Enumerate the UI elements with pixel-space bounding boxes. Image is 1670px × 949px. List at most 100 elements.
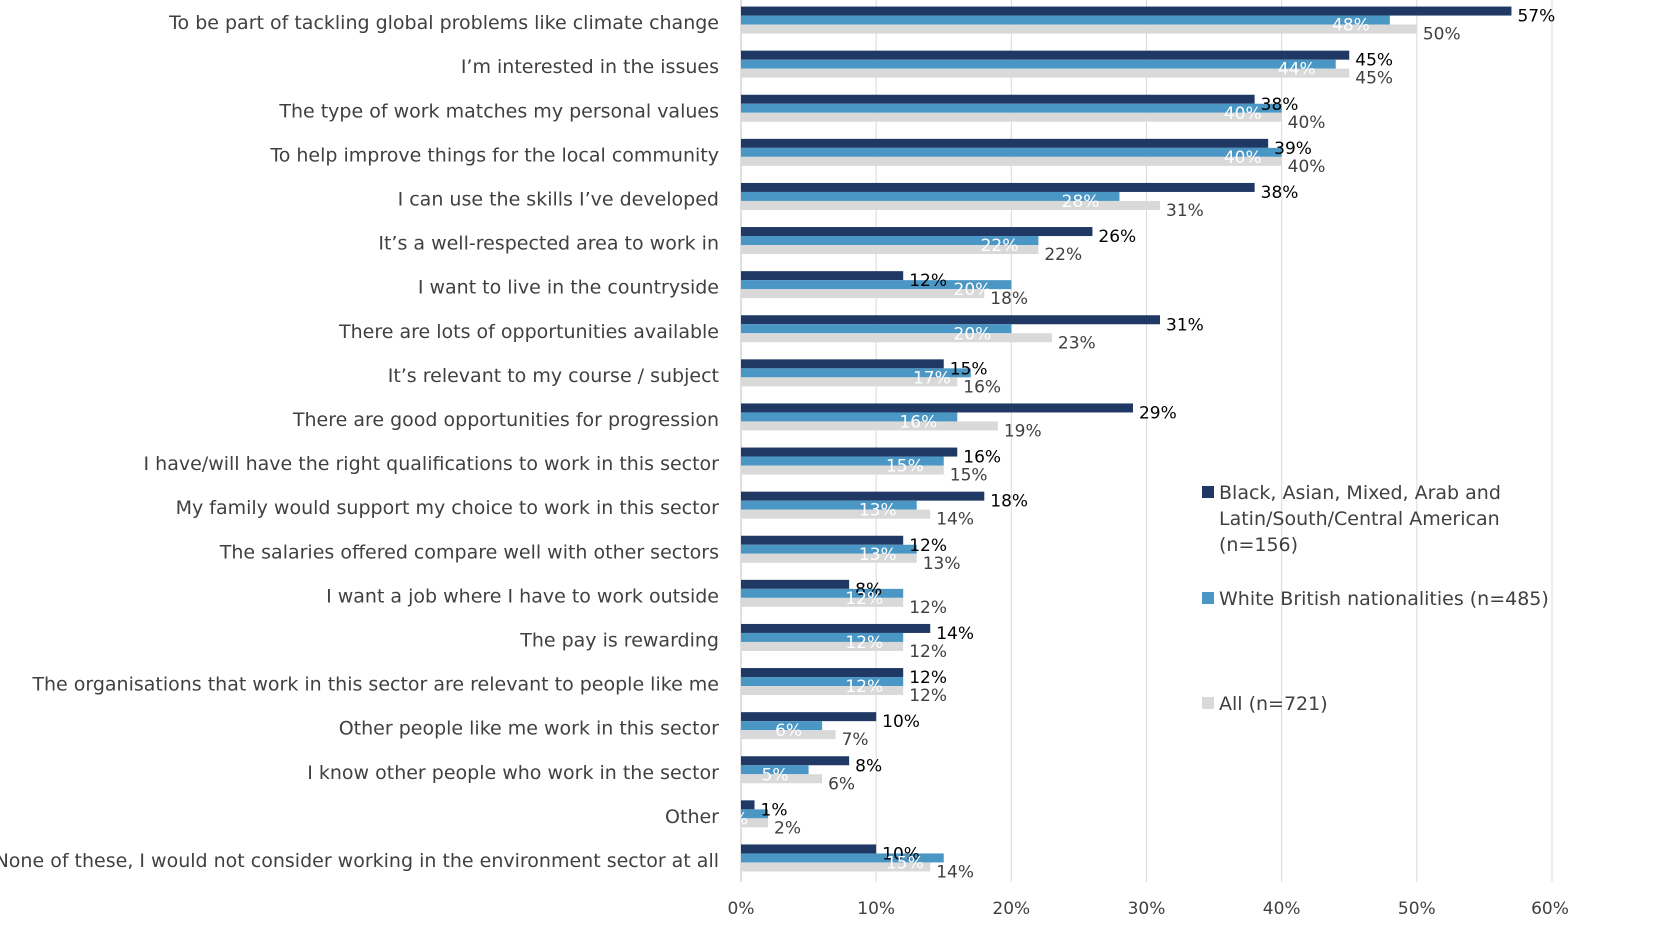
data-label: 45% [1355,51,1393,71]
bar [741,368,971,378]
bar [741,377,958,387]
bar [741,712,877,722]
legend-swatch [1202,592,1214,604]
bar [741,668,904,678]
bar [741,324,1012,334]
data-label: 7% [842,730,869,750]
category-labels: To be part of tackling global problems l… [0,12,719,872]
bar [741,535,904,545]
data-label: 14% [936,862,974,882]
data-label: 31% [1166,201,1204,221]
x-tick-label: 10% [857,899,895,919]
data-label: 16% [963,448,1001,468]
data-label: 50% [1423,25,1461,45]
x-tick-label: 60% [1531,899,1569,919]
data-label: 16% [899,412,937,432]
category-label: The type of work matches my personal val… [278,100,719,122]
data-label: 13% [859,501,897,521]
data-label: 15% [950,359,988,379]
bar [741,500,917,510]
category-label: I know other people who work in the sect… [307,762,719,784]
bar [741,597,904,607]
category-label: None of these, I would not consider work… [0,850,719,872]
category-label: I want a job where I have to work outsid… [326,585,719,607]
data-label: 12% [909,642,947,662]
bar [741,59,1336,69]
data-label: 38% [1261,95,1299,115]
bar [741,447,958,457]
data-label: 8% [855,580,882,600]
bar [741,15,1390,25]
bar [741,774,823,784]
legend-label: Black, Asian, Mixed, Arab and [1219,482,1501,504]
category-label: The organisations that work in this sect… [31,674,719,696]
bar [741,421,998,431]
data-label: 29% [1139,403,1177,423]
data-label: 23% [1058,333,1096,353]
data-label: 18% [990,492,1028,512]
data-label: 12% [845,589,883,609]
bar [741,730,836,740]
data-label: 13% [859,545,897,565]
data-label: 6% [775,721,802,741]
data-label: 28% [1062,192,1100,212]
bar [741,765,809,775]
bar [741,853,944,863]
bar [741,359,944,369]
data-label: 17% [913,368,951,388]
legend-label: (n=156) [1219,534,1298,556]
data-label: 40% [1288,157,1326,177]
category-label: To help improve things for the local com… [269,144,719,166]
bar [741,147,1282,157]
data-label: 22% [1044,245,1082,265]
legend-label: Latin/South/Central American [1219,508,1500,530]
bar [741,800,755,810]
data-label: 12% [909,536,947,556]
data-label: 16% [963,377,1001,397]
bar [741,632,904,642]
category-label: Other [665,806,719,828]
bar [741,200,1161,210]
x-tick-label: 0% [728,899,755,919]
bar [741,491,985,501]
bar [741,315,1161,325]
bar [741,103,1282,113]
bar [741,721,823,731]
x-tick-labels: 0% 10% 20% 30% 40% 50% 60% [728,899,1569,919]
bar [741,333,1052,343]
bar [741,677,904,687]
data-label: 20% [954,280,992,300]
data-label: 12% [909,668,947,688]
legend-swatch [1202,697,1214,709]
category-label: The salaries offered compare well with o… [219,541,719,563]
x-tick-label: 50% [1398,899,1436,919]
legend-swatch [1202,486,1214,498]
legend: Black, Asian, Mixed, Arab and Latin/South… [1202,482,1549,715]
data-label: 14% [936,510,974,530]
bar [741,68,1350,78]
x-tick-label: 20% [992,899,1030,919]
bar [741,50,1350,60]
bar [741,862,931,872]
data-label: 2% [721,809,748,829]
bar [741,623,931,633]
bar [741,553,917,563]
bar [741,6,1512,16]
bar [741,756,850,766]
bar [741,579,850,589]
category-label: There are lots of opportunities availabl… [338,321,719,343]
bar [741,509,931,519]
bar [741,289,985,299]
legend-label: White British nationalities (n=485) [1219,588,1549,610]
category-label: Other people like me work in this sector [339,718,719,740]
data-label: 5% [762,765,789,785]
data-label: 20% [954,324,992,344]
category-label: I have/will have the right qualification… [144,453,720,475]
data-label: 31% [1166,315,1204,335]
category-label: There are good opportunities for progres… [292,409,719,431]
data-label: 13% [923,554,961,574]
bar [741,403,1133,413]
data-label: 12% [909,271,947,291]
data-label: 45% [1355,69,1393,89]
data-label: 15% [886,853,924,873]
